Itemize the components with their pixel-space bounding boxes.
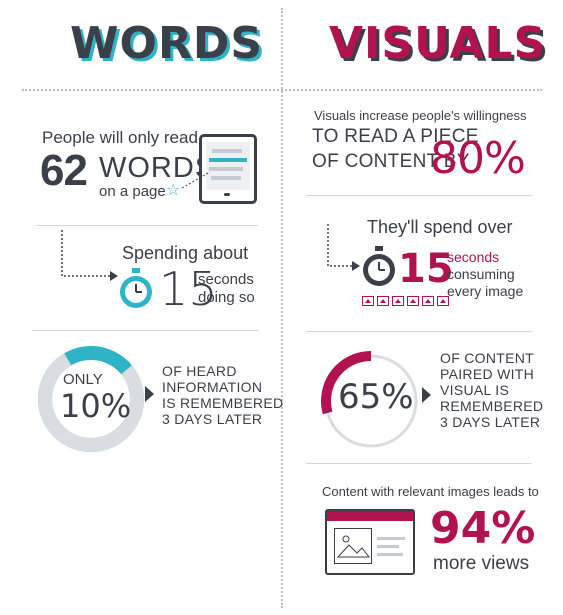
- views-label: more views: [433, 553, 530, 574]
- flow-arrow: [61, 230, 118, 281]
- right-fact-line: PAIRED WITH: [440, 366, 535, 382]
- right-seconds-line: every image: [447, 283, 524, 299]
- read-line-1: TO READ A PIECE: [312, 126, 479, 147]
- words-label: WORDS: [99, 152, 216, 184]
- left-fact-line: INFORMATION: [162, 379, 263, 395]
- right-seconds-line: seconds: [447, 249, 500, 265]
- left-fact-line: OF HEARD: [162, 363, 237, 379]
- right-ring-fill: [321, 351, 421, 451]
- seconds-line-2: doing so: [198, 289, 255, 306]
- seconds-line-1: seconds: [198, 271, 254, 288]
- image-icon: [377, 296, 389, 306]
- left-fact: OF HEARD INFORMATION IS REMEMBERED 3 DAY…: [162, 363, 283, 427]
- left-ring-value: 10%: [60, 387, 132, 425]
- right-fact-line: VISUAL IS: [440, 382, 510, 398]
- triangle-right-icon: [422, 387, 431, 403]
- tablet-pointer-line: [181, 171, 211, 189]
- words-heading: WORDS: [70, 18, 264, 69]
- right-ring-chart: [321, 351, 421, 451]
- right-fact-line: REMEMBERED: [440, 398, 544, 414]
- right-rule-3: [306, 463, 532, 464]
- spend-over-label: They'll spend over: [367, 217, 513, 237]
- right-fact-line: 3 DAYS LATER: [440, 414, 541, 430]
- right-fact: OF CONTENT PAIRED WITH VISUAL IS REMEMBE…: [440, 350, 543, 430]
- read-intro: People will only read: [42, 128, 198, 147]
- right-rule-1: [306, 195, 532, 196]
- star-icon: ☆: [166, 182, 181, 199]
- image-icon: [362, 296, 374, 306]
- image-icon: [334, 528, 372, 564]
- page-label: on a page: [99, 183, 166, 200]
- read-line-2: OF CONTENT BY: [312, 151, 470, 172]
- tablet-icon: [199, 134, 257, 204]
- spending-label: Spending about: [122, 243, 249, 263]
- percent-increase: 80%: [430, 133, 526, 184]
- image-icon: [392, 296, 404, 306]
- views-value: 94%: [430, 503, 536, 554]
- left-rule-2: [32, 330, 258, 331]
- right-seconds-text: seconds consuming every image: [447, 249, 523, 300]
- right-ring-value: 65%: [338, 377, 414, 417]
- left-seconds-text: seconds doing so: [198, 271, 255, 307]
- image-icon: [422, 296, 434, 306]
- image-icon: [437, 296, 449, 306]
- center-divider: [281, 8, 283, 608]
- right-seconds-line: consuming: [447, 266, 515, 282]
- relevant-line: Content with relevant images leads to: [322, 484, 539, 499]
- left-fact-line: 3 DAYS LATER: [162, 411, 263, 427]
- stopwatch-icon: [363, 246, 395, 286]
- left-seconds-value: 15: [159, 262, 218, 316]
- ring-top-label: ONLY: [63, 371, 103, 388]
- header-divider: [22, 89, 542, 91]
- right-seconds-value: 15: [398, 246, 454, 292]
- right-fact-line: OF CONTENT: [440, 350, 534, 366]
- left-fact-line: IS REMEMBERED: [162, 395, 284, 411]
- triangle-right-icon: [145, 386, 154, 402]
- right-rule-2: [306, 331, 532, 332]
- image-icon-row: [362, 293, 452, 311]
- left-ring-fill: [38, 346, 144, 452]
- left-rule-1: [36, 225, 258, 226]
- browser-window-icon: [325, 509, 415, 575]
- stopwatch-icon: [120, 268, 152, 308]
- image-icon: [407, 296, 419, 306]
- word-count: 62: [40, 146, 88, 195]
- willing-line: Visuals increase people's willingness: [314, 108, 527, 123]
- left-ring-chart: [38, 346, 144, 452]
- visuals-heading: VISUALS: [329, 18, 547, 69]
- flow-arrow: [327, 224, 360, 271]
